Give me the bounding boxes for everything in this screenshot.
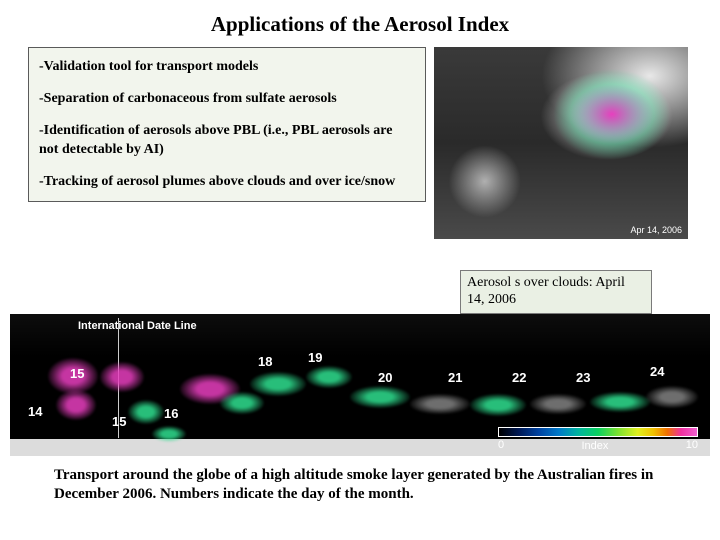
aerosol-plume xyxy=(152,426,186,442)
aerosol-plume xyxy=(56,390,96,420)
aerosol-plume xyxy=(590,392,650,412)
day-number-label: 21 xyxy=(448,370,462,385)
day-number-label: 18 xyxy=(258,354,272,369)
index-scale-label: Index xyxy=(581,440,608,452)
page-title: Applications of the Aerosol Index xyxy=(0,0,720,47)
day-number-label: 20 xyxy=(378,370,392,385)
applications-list: -Validation tool for transport models -S… xyxy=(28,47,426,202)
aerosol-plume xyxy=(410,394,470,414)
satellite-image-render xyxy=(434,47,688,239)
aerosol-plume xyxy=(306,366,352,388)
satellite-caption-box: Aerosol s over clouds: April 14, 2006 xyxy=(460,270,652,314)
day-number-label: 19 xyxy=(308,350,322,365)
aerosol-plume xyxy=(128,400,164,424)
satellite-date-overlay: Apr 14, 2006 xyxy=(630,225,682,235)
intl-date-line-label: International Date Line xyxy=(78,320,197,332)
bullet-2: -Separation of carbonaceous from sulfate… xyxy=(39,90,415,108)
index-scale-numbers: 0 Index 10 xyxy=(498,439,698,452)
index-min: 0 xyxy=(498,439,504,452)
bullet-3: -Identification of aerosols above PBL (i… xyxy=(39,122,415,158)
aerosol-plume xyxy=(646,386,698,408)
day-number-label: 24 xyxy=(650,364,664,379)
aerosol-plume xyxy=(100,362,144,392)
aerosol-plume xyxy=(350,386,410,408)
globe-strip-caption: Transport around the globe of a high alt… xyxy=(54,466,674,504)
index-max: 10 xyxy=(686,439,698,452)
bullet-1: -Validation tool for transport models xyxy=(39,58,415,76)
day-number-label: 15 xyxy=(70,366,84,381)
index-color-scale: 0 Index 10 xyxy=(498,427,698,452)
aerosol-plume xyxy=(470,394,526,416)
day-number-label: 22 xyxy=(512,370,526,385)
day-number-label: 14 xyxy=(28,404,42,419)
index-gradient-bar xyxy=(498,427,698,437)
aerosol-plume xyxy=(220,392,264,414)
globe-transport-strip: International Date Line 14 15 15 16 18 19 20 21… xyxy=(10,314,710,456)
day-number-label: 15 xyxy=(112,414,126,429)
day-number-label: 23 xyxy=(576,370,590,385)
bullet-4: -Tracking of aerosol plumes above clouds… xyxy=(39,173,415,191)
content-row: -Validation tool for transport models -S… xyxy=(0,47,720,239)
aerosol-plume xyxy=(530,394,586,414)
aerosol-satellite-image: Apr 14, 2006 xyxy=(434,47,688,239)
aerosol-plume xyxy=(250,372,306,396)
day-number-label: 16 xyxy=(164,406,178,421)
